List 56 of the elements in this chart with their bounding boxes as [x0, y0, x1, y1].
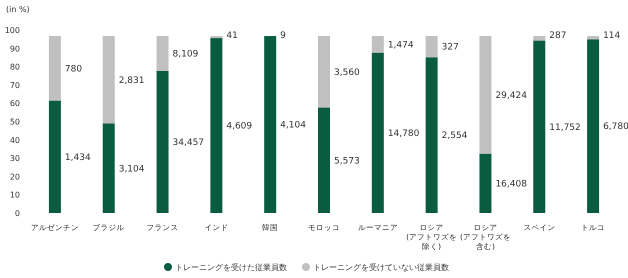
bar: [102, 36, 115, 124]
annotation: 8,109: [172, 50, 199, 60]
annotation: 3,560: [334, 68, 360, 78]
bar: [318, 36, 330, 108]
bar: [48, 100, 61, 213]
y-tick-label: 80: [10, 62, 20, 72]
bar: [587, 39, 600, 213]
annotation: 114: [603, 31, 621, 42]
bar: [156, 70, 169, 213]
bar: [102, 124, 115, 213]
bar: [156, 36, 169, 71]
annotation: 4,104: [280, 120, 306, 131]
bar: [479, 154, 492, 213]
bar: [318, 108, 330, 213]
annotation: 3,104: [118, 164, 145, 174]
bar: [533, 40, 546, 213]
annotation: 1,474: [388, 40, 414, 50]
bar: [210, 38, 222, 213]
y-axis-title: (in %): [6, 5, 30, 14]
annotation: 41: [226, 31, 238, 42]
y-tick-label: 60: [10, 99, 20, 108]
legend-label: トレーニングを受けていない従業員数: [313, 263, 449, 272]
y-tick-label: 0: [14, 209, 20, 218]
y-tick-label: 70: [10, 80, 20, 90]
bar: [48, 36, 61, 101]
bar: [533, 36, 546, 41]
y-tick-label: 50: [10, 118, 20, 126]
bar: [426, 57, 438, 213]
legend-label: トレーニングを受けた従業員数: [175, 263, 287, 272]
annotation: 29,424: [495, 90, 528, 101]
annotation: 1,434: [64, 152, 91, 163]
bar: [372, 36, 384, 53]
annotation: 2,831: [118, 76, 144, 86]
y-tick-label: 10: [10, 190, 20, 200]
annotation: 780: [64, 64, 82, 74]
annotation: 327: [442, 42, 459, 53]
bar: [426, 36, 438, 58]
annotation: 34,457: [172, 138, 204, 148]
bar: [264, 36, 276, 213]
y-tick-label: 100: [4, 26, 20, 35]
annotation: 5,573: [334, 156, 360, 166]
bar: [372, 52, 384, 213]
annotation: 9: [280, 31, 286, 42]
y-tick-label: 90: [10, 44, 20, 54]
annotation: 14,780: [388, 128, 420, 139]
y-tick-label: 30: [10, 154, 20, 164]
annotation: 16,408: [495, 179, 528, 190]
y-tick-label: 20: [10, 172, 20, 182]
annotation: 11,752: [549, 122, 581, 133]
bar: [587, 36, 600, 40]
annotation: 2,554: [442, 131, 468, 142]
y-tick-label: 40: [10, 136, 20, 145]
annotation: 4,609: [226, 122, 252, 132]
annotation: 287: [549, 31, 566, 42]
bar: [479, 36, 492, 154]
annotation: 6,780: [603, 122, 628, 132]
